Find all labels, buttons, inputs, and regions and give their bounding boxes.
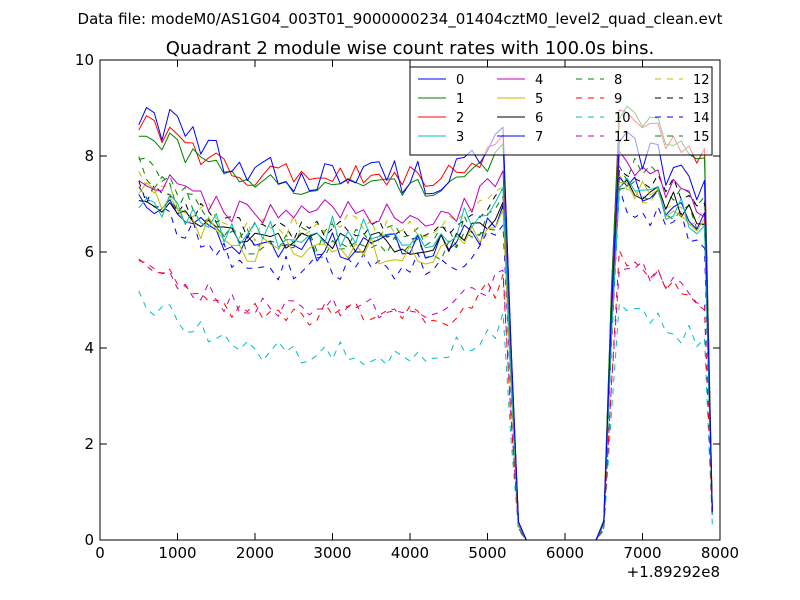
legend-label-4: 4	[535, 73, 543, 88]
series-line-13	[138, 169, 713, 541]
series-line-6	[138, 179, 713, 541]
x-offset-label: +1.89292e8	[627, 563, 720, 581]
series-line-8	[138, 157, 713, 541]
data-file-label: Data file: modeM0/AS1G04_003T01_90000002…	[78, 10, 723, 29]
legend-label-7: 7	[535, 130, 543, 145]
legend-label-14: 14	[693, 111, 710, 126]
legend-label-11: 11	[614, 130, 631, 145]
x-tick-label: 4000	[391, 544, 429, 562]
legend-label-3: 3	[456, 130, 464, 145]
legend-label-2: 2	[456, 111, 464, 126]
legend-label-12: 12	[693, 73, 710, 88]
chart-title: Quadrant 2 module wise count rates with …	[166, 38, 655, 59]
y-tick-label: 10	[75, 51, 94, 69]
x-tick-label: 7000	[623, 544, 661, 562]
legend-label-6: 6	[535, 111, 543, 126]
series-line-9	[138, 250, 713, 541]
x-tick-label: 5000	[468, 544, 506, 562]
legend-label-5: 5	[535, 92, 543, 107]
legend-label-10: 10	[614, 111, 631, 126]
y-tick-label: 8	[84, 147, 94, 165]
legend-label-8: 8	[614, 73, 622, 88]
legend-label-1: 1	[456, 92, 464, 107]
series-line-4	[138, 150, 713, 541]
series-line-11	[138, 260, 713, 541]
x-tick-label: 6000	[546, 544, 584, 562]
legend-label-13: 13	[693, 92, 710, 107]
y-tick-label: 4	[84, 339, 94, 357]
legend-label-15: 15	[693, 130, 710, 145]
x-tick-label: 3000	[313, 544, 351, 562]
y-tick-label: 2	[84, 435, 94, 453]
legend-box	[409, 66, 713, 156]
x-tick-label: 0	[95, 544, 105, 562]
series-line-10	[138, 290, 713, 541]
x-tick-label: 1000	[158, 544, 196, 562]
series-line-12	[138, 171, 713, 541]
legend-label-0: 0	[456, 73, 464, 88]
x-tick-label: 8000	[701, 544, 739, 562]
series-line-5	[138, 180, 713, 541]
y-tick-label: 0	[84, 531, 94, 549]
series-line-3	[138, 177, 713, 541]
x-tick-label: 2000	[236, 544, 274, 562]
y-tick-label: 6	[84, 243, 94, 261]
legend-label-9: 9	[614, 92, 622, 107]
series-line-14	[138, 186, 713, 541]
